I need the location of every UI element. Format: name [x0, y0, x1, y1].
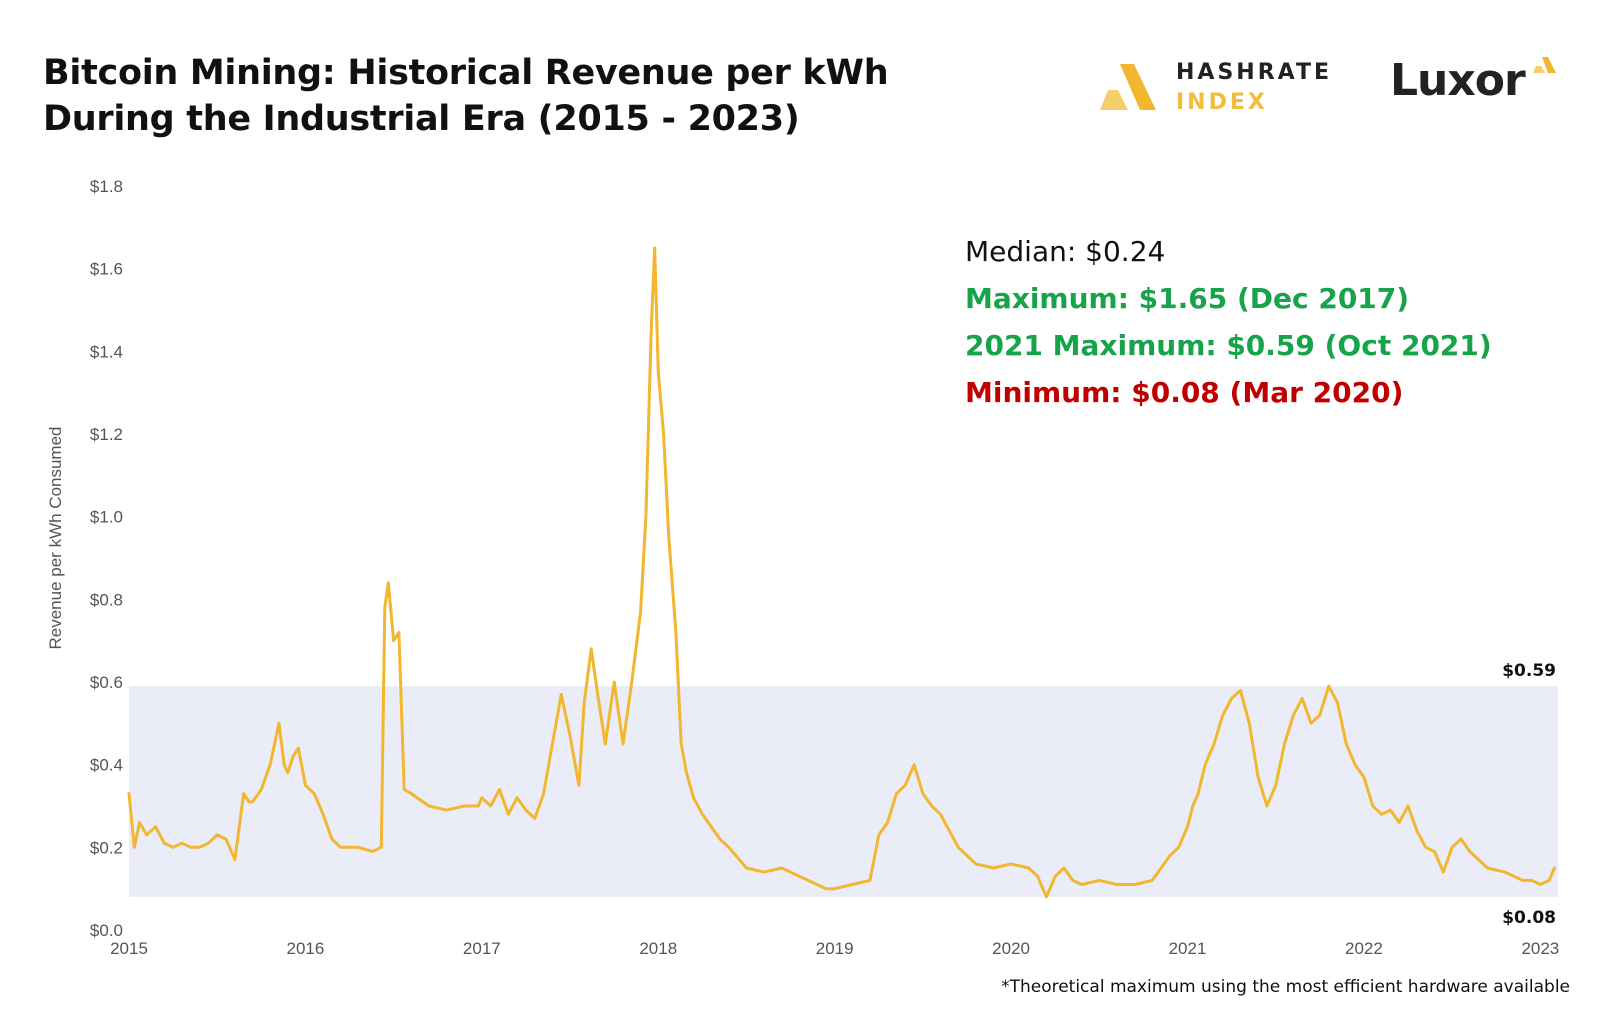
band-low-label: $0.08 [1502, 908, 1556, 928]
hashrate-index-logo: HASHRATE INDEX [1098, 58, 1338, 118]
max-2021-stat: 2021 Maximum: $0.59 (Oct 2021) [965, 329, 1492, 362]
luxor-word: Luxor [1390, 55, 1526, 106]
stats-box: Median: $0.24 Maximum: $1.65 (Dec 2017) … [965, 228, 1492, 416]
x-tick-label: 2015 [110, 939, 148, 958]
y-tick-label: $1.2 [90, 425, 123, 444]
median-stat: Median: $0.24 [965, 235, 1166, 268]
y-axis-label: Revenue per kWh Consumed [46, 426, 65, 649]
luxor-mark-icon [1533, 57, 1556, 73]
x-tick-label: 2016 [287, 939, 325, 958]
footnote: *Theoretical maximum using the most effi… [1001, 977, 1570, 997]
y-tick-label: $1.4 [90, 342, 123, 361]
x-tick-label: 2019 [816, 939, 854, 958]
hashrate-word: HASHRATE [1176, 60, 1332, 85]
y-tick-label: $0.0 [90, 921, 123, 940]
y-tick-label: $1.8 [90, 177, 123, 196]
x-tick-label: 2021 [1169, 939, 1207, 958]
band-high-label: $0.59 [1502, 661, 1556, 681]
y-tick-label: $1.0 [90, 508, 123, 527]
revenue-series-line [127, 246, 1556, 899]
maximum-stat: Maximum: $1.65 (Dec 2017) [965, 282, 1410, 315]
chart-title-line2: During the Industrial Era (2015 - 2023) [43, 99, 800, 139]
x-tick-label: 2020 [992, 939, 1030, 958]
hashrate-index-mark-icon [1100, 64, 1156, 110]
index-word: INDEX [1176, 90, 1268, 115]
x-tick-label: 2022 [1345, 939, 1383, 958]
x-tick-label: 2017 [463, 939, 501, 958]
luxor-logo: Luxor [1390, 55, 1570, 115]
y-tick-label: $0.6 [90, 673, 123, 692]
y-tick-label: $0.4 [90, 756, 123, 775]
x-tick-label: 2023 [1521, 939, 1559, 958]
minimum-stat: Minimum: $0.08 (Mar 2020) [965, 376, 1404, 409]
y-tick-label: $1.6 [90, 260, 123, 279]
x-tick-label: 2018 [639, 939, 677, 958]
band-area [129, 686, 1558, 897]
chart-title-line1: Bitcoin Mining: Historical Revenue per k… [43, 53, 889, 93]
y-tick-label: $0.8 [90, 590, 123, 609]
chart-title: Bitcoin Mining: Historical Revenue per k… [43, 50, 889, 142]
y-tick-label: $0.2 [90, 838, 123, 857]
